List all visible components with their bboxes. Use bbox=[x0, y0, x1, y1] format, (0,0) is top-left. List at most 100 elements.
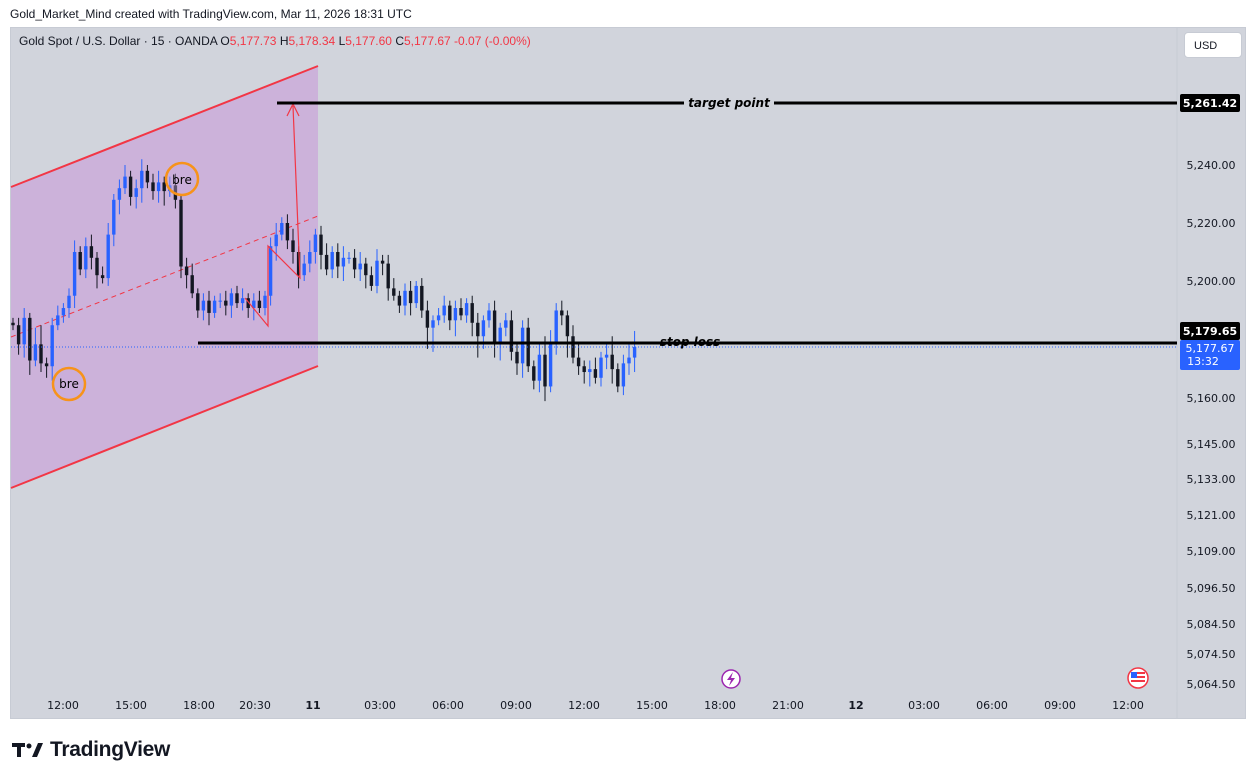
candle-body bbox=[196, 293, 200, 311]
candle-body bbox=[476, 322, 480, 337]
time-axis: 12:00 15:00 18:00 20:30 11 03:00 06:00 09:00 12:… bbox=[47, 699, 1144, 712]
high-label: H bbox=[279, 34, 289, 48]
candle-body bbox=[431, 320, 435, 328]
candle-body bbox=[33, 344, 38, 361]
candle-body bbox=[369, 275, 374, 286]
candle-body bbox=[123, 176, 127, 189]
tradingview-logo[interactable]: TradingView bbox=[12, 738, 170, 762]
candle-body bbox=[44, 363, 49, 367]
candle-body bbox=[134, 188, 138, 197]
candle-body bbox=[280, 223, 284, 235]
candle-body bbox=[565, 315, 570, 337]
candle-body bbox=[453, 308, 458, 321]
currency-button[interactable]: USD bbox=[1184, 32, 1242, 58]
time-tick-label: 12:00 bbox=[1112, 699, 1144, 712]
candle-body bbox=[291, 240, 295, 252]
candle-body bbox=[632, 347, 637, 358]
candle-body bbox=[627, 357, 631, 364]
candle-body bbox=[302, 263, 306, 276]
candle-body bbox=[560, 310, 564, 316]
candle-body bbox=[324, 254, 329, 270]
time-tick-label: 09:00 bbox=[500, 699, 532, 712]
stop-loss-label: stop loss bbox=[660, 335, 721, 349]
candle-body bbox=[78, 252, 82, 270]
channel-upper-line bbox=[10, 65, 319, 188]
candle-body bbox=[72, 252, 77, 296]
candles-layer bbox=[11, 159, 637, 402]
low-label: L bbox=[338, 34, 346, 48]
candle-body bbox=[156, 182, 161, 192]
candle-body bbox=[162, 182, 166, 192]
target-price-text: 5,261.42 bbox=[1183, 97, 1237, 110]
candle-body bbox=[436, 315, 441, 321]
channel-lower-line bbox=[10, 365, 319, 489]
candle-body bbox=[492, 310, 497, 345]
time-tick-label: 15:00 bbox=[115, 699, 147, 712]
candle-body bbox=[448, 305, 452, 321]
tradingview-logo-icon bbox=[12, 743, 43, 757]
candle-body bbox=[128, 176, 133, 197]
candle-body bbox=[576, 357, 581, 367]
bre-circle-top bbox=[164, 161, 200, 197]
candle-body bbox=[218, 300, 222, 302]
time-tick-label: 12:00 bbox=[568, 699, 600, 712]
candle-body bbox=[403, 290, 407, 306]
price-tick-label: 5,074.50 bbox=[1187, 648, 1236, 661]
time-tick-label: 06:00 bbox=[976, 699, 1008, 712]
open-value: 5,177.73 bbox=[229, 34, 277, 48]
price-tick-label: 5,121.00 bbox=[1187, 509, 1236, 522]
candle-body bbox=[582, 366, 586, 373]
candle-body bbox=[296, 252, 301, 276]
candle-body bbox=[616, 369, 620, 387]
candle-body bbox=[268, 246, 273, 296]
candle-body bbox=[364, 263, 368, 276]
target-label: target point bbox=[688, 96, 771, 110]
candle-body bbox=[352, 257, 357, 270]
candle-body bbox=[252, 300, 256, 309]
candle-body bbox=[621, 363, 626, 387]
time-tick-label: 12 bbox=[848, 699, 863, 712]
time-tick-label: 03:00 bbox=[364, 699, 396, 712]
candle-body bbox=[532, 366, 536, 381]
candle-body bbox=[504, 320, 508, 328]
price-tick-label: 5,064.50 bbox=[1187, 678, 1236, 691]
last-price-tag bbox=[1180, 340, 1240, 370]
target-price-tag bbox=[1180, 94, 1240, 112]
candle-body bbox=[263, 295, 267, 309]
candle-body bbox=[520, 327, 525, 364]
candle-body bbox=[459, 308, 463, 316]
candle-body bbox=[224, 300, 228, 306]
candle-body bbox=[89, 246, 94, 258]
us-flag-icon bbox=[1131, 672, 1145, 684]
candle-body bbox=[274, 234, 278, 247]
price-tick-label: 5,200.00 bbox=[1187, 275, 1236, 288]
bre-circle-bottom bbox=[51, 366, 87, 402]
candle-body bbox=[599, 357, 603, 378]
candle-body bbox=[358, 263, 362, 270]
candle-body bbox=[190, 275, 194, 294]
last-price-text: 5,177.67 bbox=[1186, 342, 1235, 355]
countdown-text: 13:32 bbox=[1187, 355, 1219, 368]
tradingview-logo-text: TradingView bbox=[50, 738, 171, 761]
open-label: O bbox=[220, 34, 230, 48]
candle-body bbox=[408, 290, 413, 304]
candle-body bbox=[140, 170, 144, 189]
candle-body bbox=[481, 320, 486, 337]
candle-body bbox=[28, 317, 32, 361]
price-tick-label: 5,096.50 bbox=[1187, 582, 1236, 595]
candle-body bbox=[106, 234, 110, 279]
candle-body bbox=[50, 325, 54, 367]
candle-body bbox=[201, 300, 206, 311]
candle-body bbox=[380, 260, 385, 264]
candle-body bbox=[67, 295, 71, 309]
candle-body bbox=[100, 275, 105, 279]
candle-body bbox=[61, 308, 66, 316]
low-value: 5,177.60 bbox=[345, 34, 392, 48]
candle-body bbox=[420, 285, 424, 311]
time-tick-label: 18:00 bbox=[183, 699, 215, 712]
candle-body bbox=[151, 182, 155, 192]
candle-body bbox=[509, 320, 514, 352]
candle-body bbox=[498, 327, 502, 345]
price-axis: 5,240.00 5,220.00 5,200.00 5,160.00 5,145.00… bbox=[1187, 159, 1236, 691]
